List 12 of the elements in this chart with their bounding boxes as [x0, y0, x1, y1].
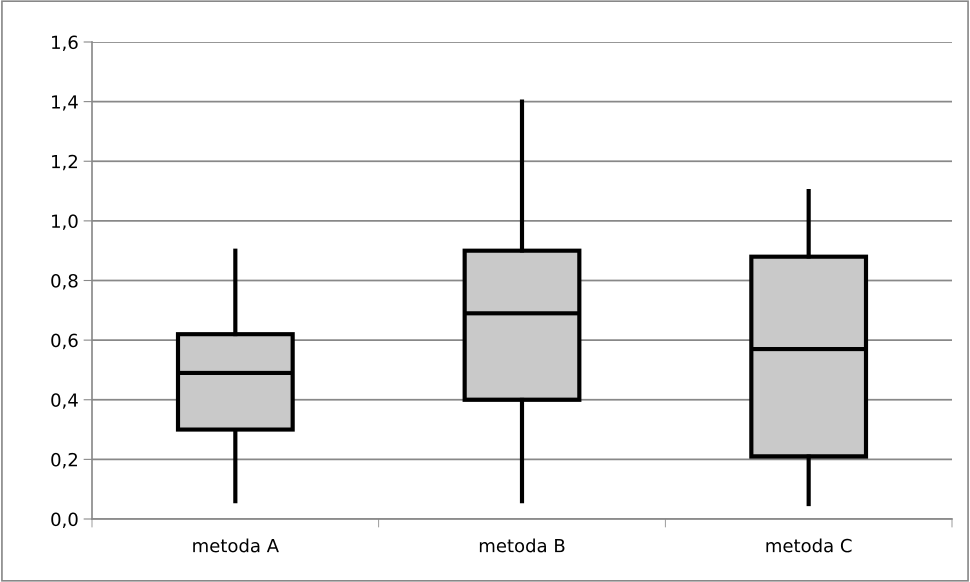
x-tick-label: metoda A — [193, 538, 279, 552]
y-tick-label: 1,2 — [52, 154, 77, 170]
y-tick-label: 0,4 — [51, 393, 78, 409]
y-tick-label: 0,8 — [51, 274, 78, 290]
x-tick-label: metoda B — [480, 538, 564, 552]
y-tick-label: 0,2 — [51, 452, 77, 468]
y-tick-label: 0,6 — [51, 334, 78, 350]
y-tick-label: 1,4 — [52, 95, 78, 111]
y-tick-label: 1,6 — [52, 35, 78, 51]
y-tick-label: 1,0 — [52, 214, 78, 230]
y-tick-label: 0,0 — [51, 512, 78, 528]
x-tick-label: metoda C — [766, 538, 852, 552]
